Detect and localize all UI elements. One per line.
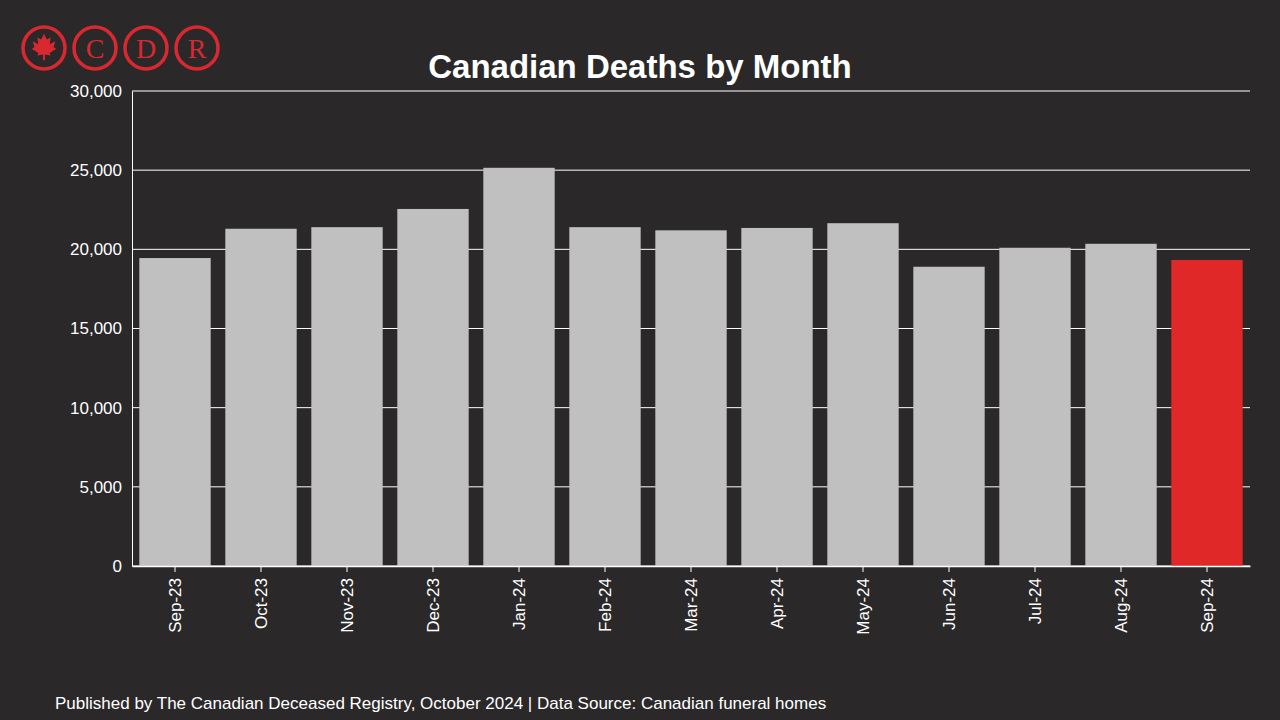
x-tick-label: Apr-24 xyxy=(768,578,787,629)
x-tick-label: Oct-23 xyxy=(252,578,271,629)
x-tick-label: Sep-24 xyxy=(1198,578,1217,633)
background xyxy=(0,0,1280,720)
logo-circle xyxy=(23,27,65,69)
x-tick-mark xyxy=(863,566,864,572)
x-tick: Dec-23 xyxy=(424,566,443,633)
x-tick: Nov-23 xyxy=(338,566,357,633)
x-tick: May-24 xyxy=(854,566,873,635)
y-axis-line xyxy=(132,92,133,567)
bar xyxy=(483,168,554,566)
y-axis: 0 5,000 10,000 15,000 20,000 25,000 30,000 xyxy=(70,82,133,576)
x-tick-mark xyxy=(691,566,692,572)
x-tick-mark xyxy=(777,566,778,572)
bar xyxy=(1085,244,1156,566)
x-tick-label: Jan-24 xyxy=(510,578,529,630)
y-tick: 30,000 xyxy=(70,82,132,101)
x-tick: Jan-24 xyxy=(510,566,529,630)
x-tick: Sep-23 xyxy=(166,566,185,633)
y-tick-label: 25,000 xyxy=(70,161,122,180)
plot: 0 5,000 10,000 15,000 20,000 25,000 30,000 Sep-… xyxy=(70,82,1251,635)
x-tick: Jun-24 xyxy=(940,566,959,630)
bar xyxy=(999,248,1070,566)
logo-letter: R xyxy=(188,33,207,64)
chart: CD R Canadian Deaths by Month 0 5,000 10,000 1… xyxy=(0,0,1280,720)
x-tick-label: Aug-24 xyxy=(1112,578,1131,633)
y-tick-label: 10,000 xyxy=(70,399,122,418)
x-tick-mark xyxy=(949,566,950,572)
logo-letter: C xyxy=(86,33,105,64)
y-tick-label: 0 xyxy=(113,557,122,576)
grid xyxy=(132,91,1250,566)
x-tick-label: Jun-24 xyxy=(940,578,959,630)
y-tick: 20,000 xyxy=(70,240,132,259)
x-tick-mark xyxy=(605,566,606,572)
y-tick-label: 15,000 xyxy=(70,319,122,338)
x-tick: Sep-24 xyxy=(1198,566,1217,633)
y-tick: 10,000 xyxy=(70,399,132,418)
bars xyxy=(139,168,1242,566)
bar xyxy=(827,223,898,566)
logo-circle xyxy=(74,27,116,69)
x-tick-mark xyxy=(1207,566,1208,572)
x-tick-label: May-24 xyxy=(854,578,873,635)
y-tick-label: 20,000 xyxy=(70,240,122,259)
logo-circle xyxy=(176,27,218,69)
bar xyxy=(311,227,382,566)
x-tick: Mar-24 xyxy=(682,566,701,632)
bar xyxy=(569,227,640,566)
x-tick-label: Feb-24 xyxy=(596,578,615,632)
bar xyxy=(741,228,812,566)
x-tick-mark xyxy=(1035,566,1036,572)
x-tick-mark xyxy=(175,566,176,572)
bar xyxy=(913,267,984,566)
y-tick: 5,000 xyxy=(79,478,132,497)
bar xyxy=(1171,260,1242,566)
grid-line xyxy=(132,170,1250,171)
x-tick-label: Nov-23 xyxy=(338,578,357,633)
x-tick: Jul-24 xyxy=(1026,566,1045,624)
x-tick-label: Jul-24 xyxy=(1026,578,1045,624)
x-tick-label: Dec-23 xyxy=(424,578,443,633)
x-tick: Apr-24 xyxy=(768,566,787,629)
grid-line xyxy=(132,91,1250,92)
title: Canadian Deaths by Month xyxy=(428,48,852,85)
logo-letter: D xyxy=(136,33,156,64)
y-tick: 0 xyxy=(113,557,132,576)
y-tick: 25,000 xyxy=(70,161,132,180)
maple-leaf xyxy=(32,34,57,61)
bar xyxy=(655,230,726,566)
x-axis: Sep-23 Oct-23 Nov-23 Dec-23 Jan-24 Feb-24 Mar-… xyxy=(133,566,1251,635)
logo: CD R xyxy=(23,27,218,69)
x-tick-label: Mar-24 xyxy=(682,578,701,632)
y-tick-label: 5,000 xyxy=(79,478,122,497)
y-tick-label: 30,000 xyxy=(70,82,122,101)
logo-circle xyxy=(125,27,167,69)
x-tick-label: Sep-23 xyxy=(166,578,185,633)
bar xyxy=(139,258,210,566)
x-tick-mark xyxy=(433,566,434,572)
y-tick: 15,000 xyxy=(70,319,132,338)
x-tick-mark xyxy=(519,566,520,572)
x-tick-mark xyxy=(347,566,348,572)
bar xyxy=(397,209,468,566)
bar xyxy=(225,229,296,566)
footer: Published by The Canadian Deceased Regis… xyxy=(55,694,826,713)
x-tick-mark xyxy=(261,566,262,572)
x-tick-mark xyxy=(1121,566,1122,572)
x-tick: Feb-24 xyxy=(596,566,615,632)
x-tick: Oct-23 xyxy=(252,566,271,629)
x-tick: Aug-24 xyxy=(1112,566,1131,633)
